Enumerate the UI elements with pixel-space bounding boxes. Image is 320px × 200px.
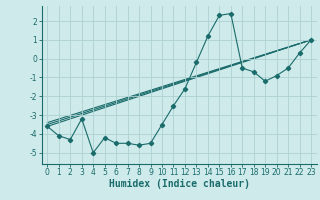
X-axis label: Humidex (Indice chaleur): Humidex (Indice chaleur) [109, 179, 250, 189]
